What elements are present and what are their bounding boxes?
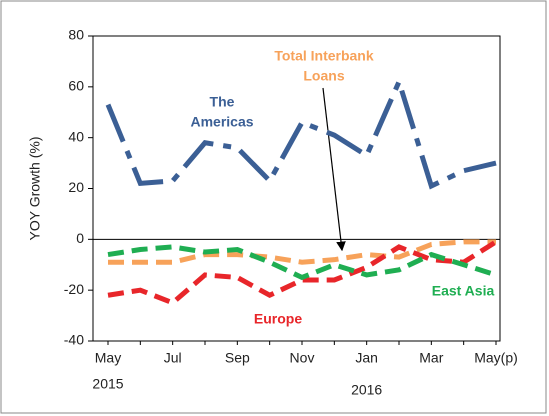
series-label: Loans (303, 68, 344, 84)
series-line (107, 244, 497, 281)
y-tick-label: 60 (68, 78, 84, 94)
series-label: Europe (254, 311, 302, 327)
series-label: Total Interbank (274, 48, 374, 64)
y-tick-label: 40 (68, 128, 84, 144)
year-label: 2015 (92, 376, 123, 392)
x-tick-label: Mar (419, 350, 443, 366)
x-tick-label: Sep (225, 350, 250, 366)
y-tick-label: -40 (64, 332, 84, 348)
x-tick-label: Jul (164, 350, 182, 366)
series-label: The (210, 94, 235, 110)
y-tick-label: 20 (68, 179, 84, 195)
y-tick-label: -20 (64, 281, 84, 297)
year-label: 2016 (351, 382, 382, 398)
series-line (108, 239, 496, 265)
series-line (105, 74, 497, 190)
series-label: Americas (190, 114, 253, 130)
y-tick-label: 0 (76, 230, 84, 246)
x-tick-label: Nov (290, 350, 315, 366)
x-tick-label: Jan (355, 350, 378, 366)
y-tick-label: 80 (68, 27, 84, 43)
x-tick-label: May (95, 350, 121, 366)
arrow (322, 87, 346, 252)
x-tick-label: May(p) (474, 350, 518, 366)
series-label: East Asia (432, 283, 495, 299)
y-axis-label: YOY Growth (%) (27, 137, 43, 241)
